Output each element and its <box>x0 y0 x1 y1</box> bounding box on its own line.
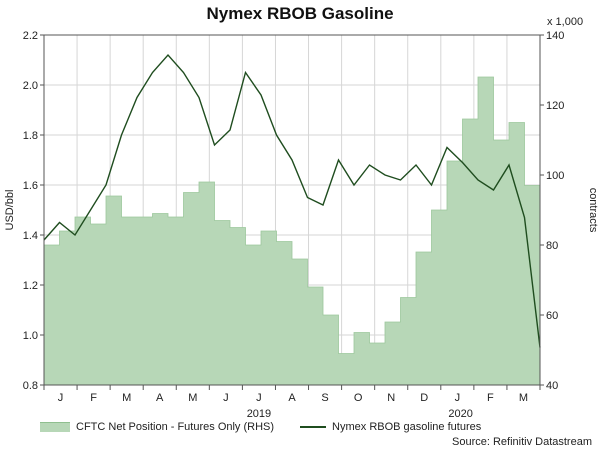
y-axis-ticks: 0.8 1.0 1.2 1.4 1.6 1.8 2.0 2.2 <box>23 30 44 392</box>
y2-tick-label: 40 <box>546 380 558 392</box>
x-tick-label: N <box>387 392 395 404</box>
y2-tick-label: 100 <box>546 170 564 182</box>
y-axis-label: USD/bbl <box>4 190 16 231</box>
y-tick-label: 1.0 <box>23 330 38 342</box>
y2-axis-ticks: 40 60 80 100 120 140 <box>540 30 564 392</box>
x-year-label: 2020 <box>448 408 472 420</box>
x-tick-label: A <box>156 392 164 404</box>
x-year-label: 2019 <box>247 408 271 420</box>
y-tick-label: 2.0 <box>23 80 38 92</box>
y-tick-label: 2.2 <box>23 30 38 42</box>
y2-tick-label: 80 <box>546 240 558 252</box>
x-tick-label: J <box>223 392 229 404</box>
legend: CFTC Net Position - Futures Only (RHS) N… <box>40 420 600 434</box>
legend-label-net-position: CFTC Net Position - Futures Only (RHS) <box>76 421 275 433</box>
y-tick-label: 1.2 <box>23 280 38 292</box>
y2-scale-note: x 1,000 <box>547 16 583 28</box>
chart-title: Nymex RBOB Gasoline <box>206 4 394 23</box>
y2-tick-label: 60 <box>546 310 558 322</box>
x-tick-label: D <box>420 392 428 404</box>
y2-tick-label: 120 <box>546 100 564 112</box>
source-note: Source: Refinitiv Datastream <box>452 436 592 448</box>
y-tick-label: 0.8 <box>23 380 38 392</box>
x-tick-label: F <box>487 392 494 404</box>
x-axis-ticks: J F M A M J J A S O N D J F M 2019 2020 <box>43 385 541 420</box>
x-tick-label: J <box>256 392 262 404</box>
legend-item-rbob: Nymex RBOB gasoline futures <box>300 421 481 433</box>
legend-item-net-position: CFTC Net Position - Futures Only (RHS) <box>40 421 274 433</box>
x-tick-label: J <box>455 392 461 404</box>
legend-swatch-line <box>300 426 327 428</box>
x-tick-label: O <box>354 392 363 404</box>
line-rbob-futures <box>43 53 541 348</box>
x-tick-label: J <box>58 392 64 404</box>
y-tick-label: 1.6 <box>23 180 38 192</box>
x-tick-label: M <box>519 392 528 404</box>
x-tick-label: F <box>90 392 97 404</box>
area-net-position <box>43 76 541 386</box>
y2-axis-label: contracts <box>587 188 599 233</box>
y2-tick-label: 140 <box>546 30 564 42</box>
x-tick-label: S <box>321 392 328 404</box>
area-series-layer <box>43 76 541 386</box>
y-tick-label: 1.8 <box>23 130 38 142</box>
x-tick-label: M <box>122 392 131 404</box>
x-tick-label: A <box>288 392 296 404</box>
legend-label-rbob: Nymex RBOB gasoline futures <box>332 421 482 433</box>
x-tick-label: M <box>188 392 197 404</box>
y-tick-label: 1.4 <box>23 230 38 242</box>
plot-frame <box>43 34 541 386</box>
line-series-layer <box>43 53 541 348</box>
legend-swatch-area <box>40 422 70 432</box>
